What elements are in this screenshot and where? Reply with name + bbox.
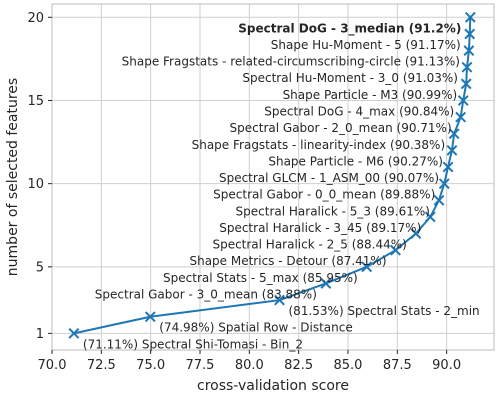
data-point-marker xyxy=(433,194,445,206)
y-tick-label: 20 xyxy=(27,11,44,26)
x-tick-label: 82.5 xyxy=(284,358,313,373)
x-tick-label: 90.0 xyxy=(432,358,461,373)
data-point-marker xyxy=(464,11,476,23)
plot-frame xyxy=(51,3,495,351)
y-tick-label: 1 xyxy=(36,327,44,342)
data-point-label: Spectral GLCM - 1_ASM_00 (90.07%) xyxy=(219,171,439,185)
data-point-marker xyxy=(390,244,401,256)
data-point-label: (81.53%) Spectral Stats - 2_min xyxy=(289,304,480,318)
x-tick-label: 70.0 xyxy=(38,358,67,373)
data-point-label: Shape Fragstats - linearity-index (90.38… xyxy=(192,138,446,152)
data-point-label: Spectral Haralick - 5_3 (89.61%) xyxy=(236,204,430,218)
data-point-marker xyxy=(410,228,422,239)
data-point-marker xyxy=(461,61,473,73)
data-point-marker xyxy=(68,327,80,339)
x-tick-label: 80.0 xyxy=(235,358,264,373)
data-point-label: (74.98%) Spatial Row - Distance xyxy=(159,321,352,335)
data-point-marker xyxy=(455,111,467,123)
data-point-label: Shape Hu-Moment - 5 (91.17%) xyxy=(271,38,461,52)
data-point-label: Spectral Gabor - 2_0_mean (90.71%) xyxy=(230,121,452,135)
series-1 xyxy=(68,11,476,339)
data-point-label: Spectral DoG - 3_median (91.2%) xyxy=(238,21,461,36)
data-point-marker xyxy=(424,211,436,223)
data-point-label: Shape Particle - M3 (90.99%) xyxy=(283,88,458,102)
data-point-label: Spectral DoG - 4_max (90.84%) xyxy=(264,104,454,118)
x-tick-label: 75.0 xyxy=(136,358,165,373)
x-axis-label: cross-validation score xyxy=(197,378,349,394)
data-point-label: Spectral Gabor - 0_0_mean (89.88%) xyxy=(213,188,435,202)
data-point-marker xyxy=(274,294,285,306)
data-point-marker xyxy=(464,28,476,40)
data-point-marker xyxy=(320,278,332,289)
y-tick-label: 10 xyxy=(27,177,44,192)
y-tick-label: 15 xyxy=(27,94,44,109)
y-tick-label: 5 xyxy=(36,260,44,275)
data-point-marker xyxy=(438,178,450,190)
data-point-label: Shape Fragstats - related-circumscribing… xyxy=(122,55,460,69)
data-point-label: Shape Metrics - Detour (87.41%) xyxy=(189,254,386,268)
data-point-label: Spectral Haralick - 2_5 (88.44%) xyxy=(212,238,406,252)
data-point-label: Spectral Stats - 5_max (85.95%) xyxy=(163,271,358,285)
x-tick-label: 77.5 xyxy=(186,358,215,373)
data-point-marker xyxy=(144,311,156,323)
point-labels: (71.11%) Spectral Shi-Tomasi - Bin_2 (74.… xyxy=(83,21,480,351)
data-point-marker xyxy=(448,128,460,140)
data-point-marker xyxy=(442,161,454,173)
x-tick-label: 85.0 xyxy=(334,358,363,373)
data-point-marker xyxy=(446,144,458,156)
data-point-label: Spectral Gabor - 3_0_mean (83.88%) xyxy=(95,287,317,301)
data-point-marker xyxy=(463,45,475,56)
data-point-label: Shape Particle - M6 (90.27%) xyxy=(268,154,443,168)
y-axis-label: number of selected features xyxy=(5,78,21,276)
series-line xyxy=(73,17,472,335)
x-tick-label: 87.5 xyxy=(383,358,412,373)
data-point-label: Spectral Hu-Moment - 3_0 (91.03%) xyxy=(242,71,458,85)
data-point-label: (71.11%) Spectral Shi-Tomasi - Bin_2 xyxy=(83,337,303,351)
data-point-label: Spectral Haralick - 3_45 (89.17%) xyxy=(219,221,421,235)
data-point-marker xyxy=(361,261,373,273)
x-tick-label: 72.5 xyxy=(87,358,116,373)
x-tick-labels: 70.0 72.5 75.0 77.5 80.0 82.5 85.0 87.5 90.0 xyxy=(38,350,461,373)
grid xyxy=(51,4,494,350)
data-point-marker xyxy=(457,95,469,106)
data-point-marker xyxy=(460,78,472,90)
